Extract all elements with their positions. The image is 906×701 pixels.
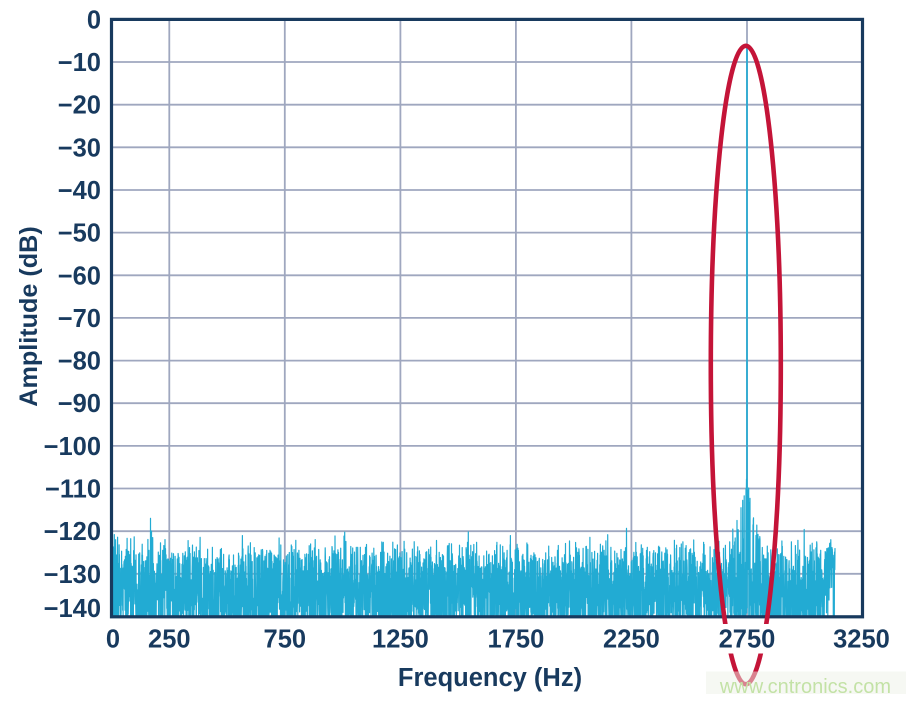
svg-text:Frequency (Hz): Frequency (Hz) [398,664,582,692]
svg-text:0: 0 [106,626,120,654]
svg-text:−140: −140 [44,595,101,623]
svg-text:−70: −70 [58,305,101,333]
svg-text:−10: −10 [58,49,101,77]
svg-text:−20: −20 [58,92,101,120]
svg-text:2750: 2750 [719,626,776,654]
svg-text:−40: −40 [58,177,101,205]
svg-text:Amplitude (dB): Amplitude (dB) [15,226,43,406]
svg-text:1250: 1250 [372,626,429,654]
svg-text:0: 0 [87,6,101,34]
svg-text:−90: −90 [58,390,101,418]
svg-text:−80: −80 [58,348,101,376]
svg-text:−50: −50 [58,220,101,248]
svg-text:3250: 3250 [833,626,890,654]
svg-text:250: 250 [148,626,191,654]
svg-text:−60: −60 [58,262,101,290]
svg-text:2250: 2250 [603,626,660,654]
svg-text:−110: −110 [45,476,101,504]
svg-text:−30: −30 [58,134,101,162]
svg-text:1750: 1750 [488,626,545,654]
svg-text:−100: −100 [44,433,101,461]
svg-text:www.cntronics.com: www.cntronics.com [719,676,891,698]
svg-text:750: 750 [264,626,307,654]
svg-text:−130: −130 [44,561,101,589]
svg-text:−120: −120 [44,518,101,546]
